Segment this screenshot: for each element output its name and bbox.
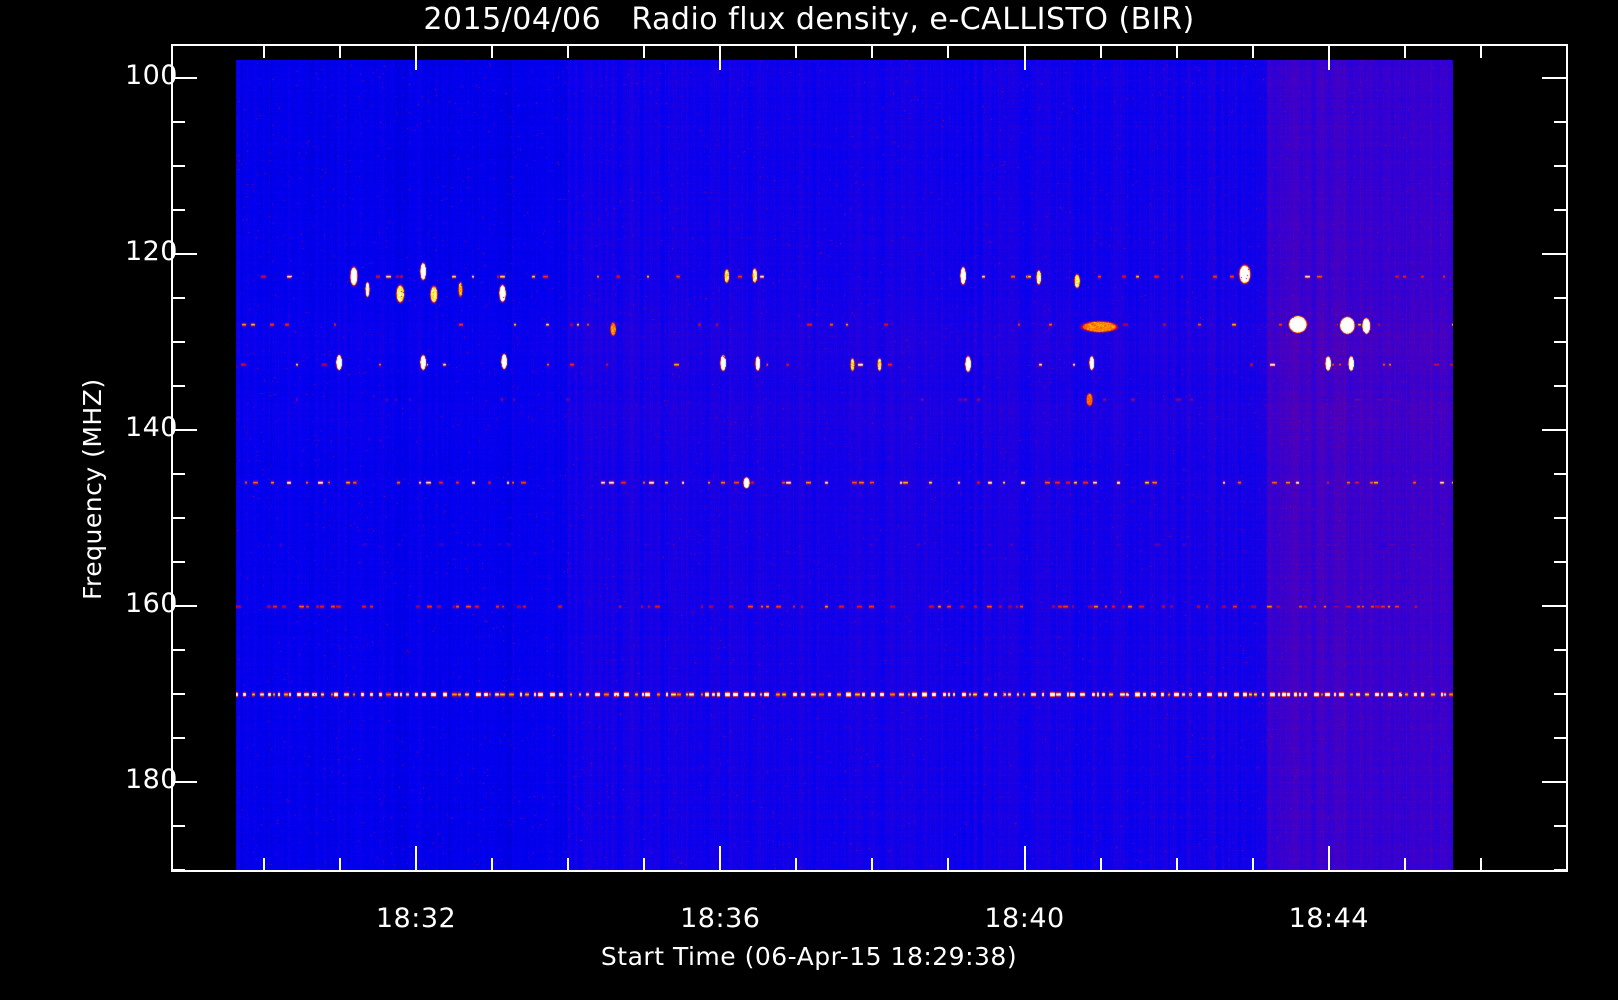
tick-mark — [171, 165, 185, 167]
tick-mark — [1252, 858, 1254, 872]
tick-mark — [171, 781, 197, 783]
tick-mark — [1554, 209, 1568, 211]
tick-mark — [1554, 825, 1568, 827]
tick-mark — [1554, 341, 1568, 343]
tick-mark — [1100, 44, 1102, 58]
tick-mark — [1542, 429, 1568, 431]
figure-title: 2015/04/06 Radio flux density, e-CALLIST… — [423, 2, 1195, 37]
tick-mark — [1554, 649, 1568, 651]
tick-mark — [171, 209, 185, 211]
x-tick-label: 18:32 — [375, 903, 457, 934]
tick-mark — [263, 858, 265, 872]
tick-mark — [171, 473, 185, 475]
tick-mark — [171, 693, 185, 695]
tick-mark — [643, 44, 645, 58]
tick-mark — [1542, 605, 1568, 607]
tick-mark — [567, 44, 569, 58]
tick-mark — [643, 858, 645, 872]
y-tick-label: 100 — [124, 59, 178, 91]
tick-mark — [491, 44, 493, 58]
tick-mark — [339, 44, 341, 58]
tick-mark — [171, 869, 185, 871]
tick-mark — [1554, 473, 1568, 475]
tick-mark — [171, 121, 185, 123]
tick-mark — [171, 297, 185, 299]
tick-mark — [1554, 561, 1568, 563]
tick-mark — [171, 385, 185, 387]
tick-mark — [1554, 121, 1568, 123]
x-tick-label: 18:44 — [1288, 903, 1369, 934]
tick-mark — [795, 858, 797, 872]
tick-mark — [339, 858, 341, 872]
tick-mark — [947, 44, 949, 58]
tick-mark — [171, 341, 185, 343]
tick-mark — [1554, 693, 1568, 695]
y-tick-label: 140 — [124, 411, 178, 443]
tick-mark — [263, 44, 265, 58]
tick-mark — [1480, 44, 1482, 58]
tick-mark — [871, 44, 873, 58]
x-tick-label: 18:36 — [680, 903, 761, 934]
tick-mark — [171, 825, 185, 827]
tick-mark — [171, 649, 185, 651]
tick-mark — [415, 44, 417, 70]
tick-mark — [1542, 77, 1568, 79]
tick-mark — [171, 253, 197, 255]
axes-frame — [171, 44, 1568, 872]
tick-mark — [1554, 385, 1568, 387]
tick-mark — [1328, 846, 1330, 872]
tick-mark — [947, 858, 949, 872]
y-tick-label: 120 — [124, 235, 178, 267]
y-tick-label: 160 — [124, 587, 178, 619]
tick-mark — [1554, 297, 1568, 299]
x-tick-label: 18:40 — [984, 903, 1065, 934]
tick-mark — [491, 858, 493, 872]
tick-mark — [1404, 44, 1406, 58]
tick-mark — [1554, 165, 1568, 167]
tick-mark — [1404, 858, 1406, 872]
tick-mark — [1024, 846, 1026, 872]
spectrogram-image — [236, 60, 1453, 870]
tick-mark — [171, 737, 185, 739]
tick-mark — [1176, 858, 1178, 872]
tick-mark — [1554, 517, 1568, 519]
tick-mark — [1176, 44, 1178, 58]
tick-mark — [795, 44, 797, 58]
tick-mark — [171, 77, 197, 79]
tick-mark — [171, 561, 185, 563]
tick-mark — [871, 858, 873, 872]
tick-mark — [171, 517, 185, 519]
tick-mark — [719, 44, 721, 70]
y-tick-label: 180 — [124, 763, 178, 795]
tick-mark — [1024, 44, 1026, 70]
x-axis-label: Start Time (06-Apr-15 18:29:38) — [600, 942, 1018, 971]
tick-mark — [1554, 737, 1568, 739]
tick-mark — [1252, 44, 1254, 58]
tick-mark — [415, 846, 417, 872]
tick-mark — [1100, 858, 1102, 872]
tick-mark — [719, 846, 721, 872]
tick-mark — [1480, 858, 1482, 872]
tick-mark — [1554, 869, 1568, 871]
tick-mark — [567, 858, 569, 872]
tick-mark — [1542, 781, 1568, 783]
tick-mark — [171, 605, 197, 607]
tick-mark — [1542, 253, 1568, 255]
tick-mark — [171, 429, 197, 431]
tick-mark — [1328, 44, 1330, 70]
